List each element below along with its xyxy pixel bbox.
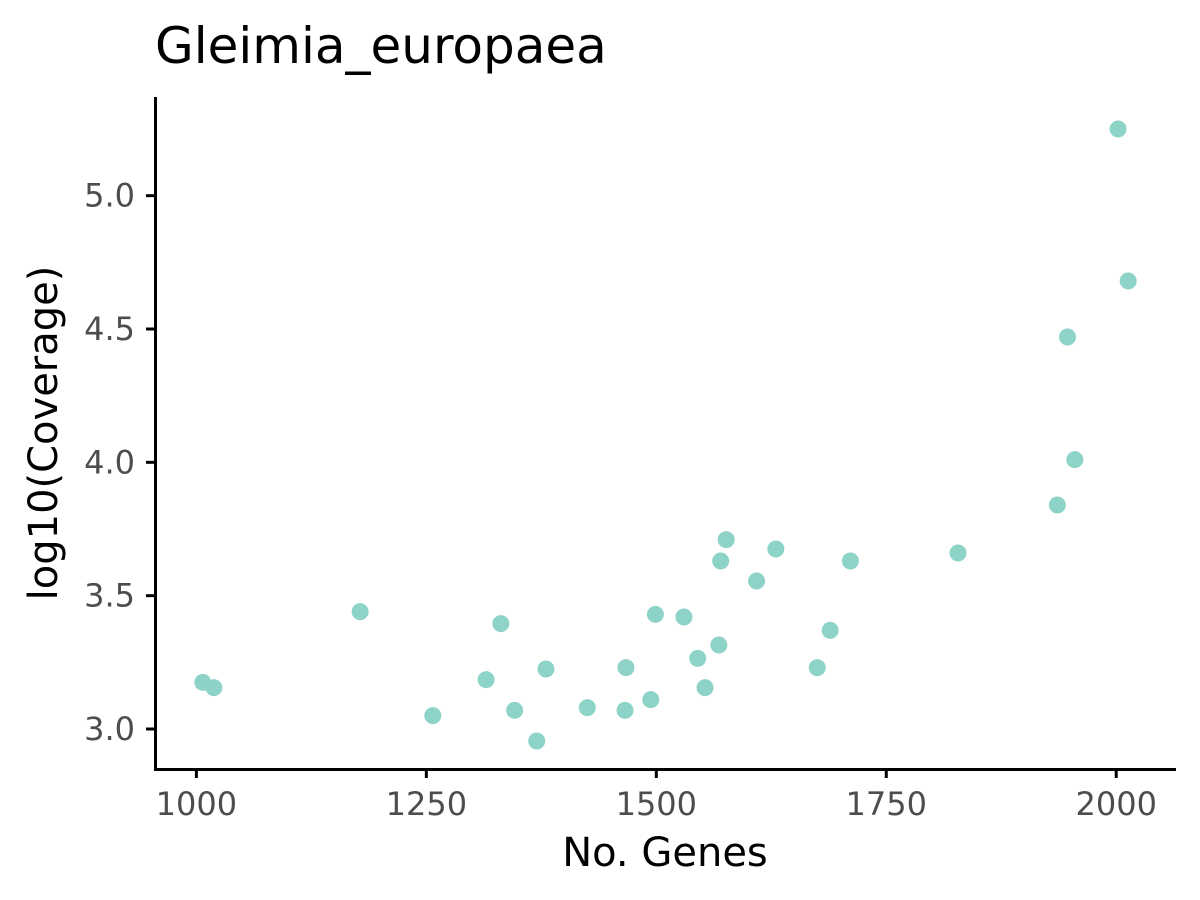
data-point <box>646 605 664 623</box>
data-point <box>351 603 369 621</box>
y-tick-label: 3.5 <box>84 577 135 615</box>
data-point <box>689 649 707 667</box>
data-point <box>821 621 839 639</box>
data-point <box>710 636 728 654</box>
data-point <box>675 608 693 626</box>
data-point <box>537 660 555 678</box>
data-point <box>477 671 495 689</box>
x-tick-label: 1500 <box>616 785 697 823</box>
data-point <box>1058 328 1076 346</box>
data-point <box>1119 272 1137 290</box>
data-point <box>617 659 635 677</box>
data-points <box>194 120 1137 750</box>
data-point <box>642 691 660 709</box>
y-axis-title: log10(Coverage) <box>21 266 67 601</box>
data-point <box>492 615 510 633</box>
data-point <box>808 659 826 677</box>
data-point <box>748 572 766 590</box>
y-tick-label: 4.0 <box>84 443 135 481</box>
data-point <box>1048 496 1066 514</box>
x-tick-label: 1000 <box>156 785 237 823</box>
chart-title: Gleimia_europaea <box>155 17 607 75</box>
y-axis-ticks: 3.0 3.5 4.0 4.5 5.0 <box>84 177 155 748</box>
data-point <box>506 701 524 719</box>
data-point <box>712 552 730 570</box>
y-tick-label: 4.5 <box>84 310 135 348</box>
data-point <box>205 679 223 697</box>
x-tick-label: 1750 <box>846 785 927 823</box>
data-point <box>717 531 735 549</box>
y-tick-label: 5.0 <box>84 177 135 215</box>
y-tick-label: 3.0 <box>84 710 135 748</box>
data-point <box>424 707 442 725</box>
data-point <box>841 552 859 570</box>
data-point <box>1066 451 1084 469</box>
x-axis-ticks: 1000 1250 1500 1750 2000 <box>156 769 1157 823</box>
data-point <box>578 699 596 717</box>
data-point <box>528 732 546 750</box>
data-point <box>949 544 967 562</box>
x-tick-label: 2000 <box>1075 785 1156 823</box>
data-point <box>767 540 785 558</box>
x-axis-title: No. Genes <box>562 830 768 876</box>
data-point <box>1109 120 1127 138</box>
x-tick-label: 1250 <box>386 785 467 823</box>
data-point <box>696 679 714 697</box>
data-point <box>616 701 634 719</box>
